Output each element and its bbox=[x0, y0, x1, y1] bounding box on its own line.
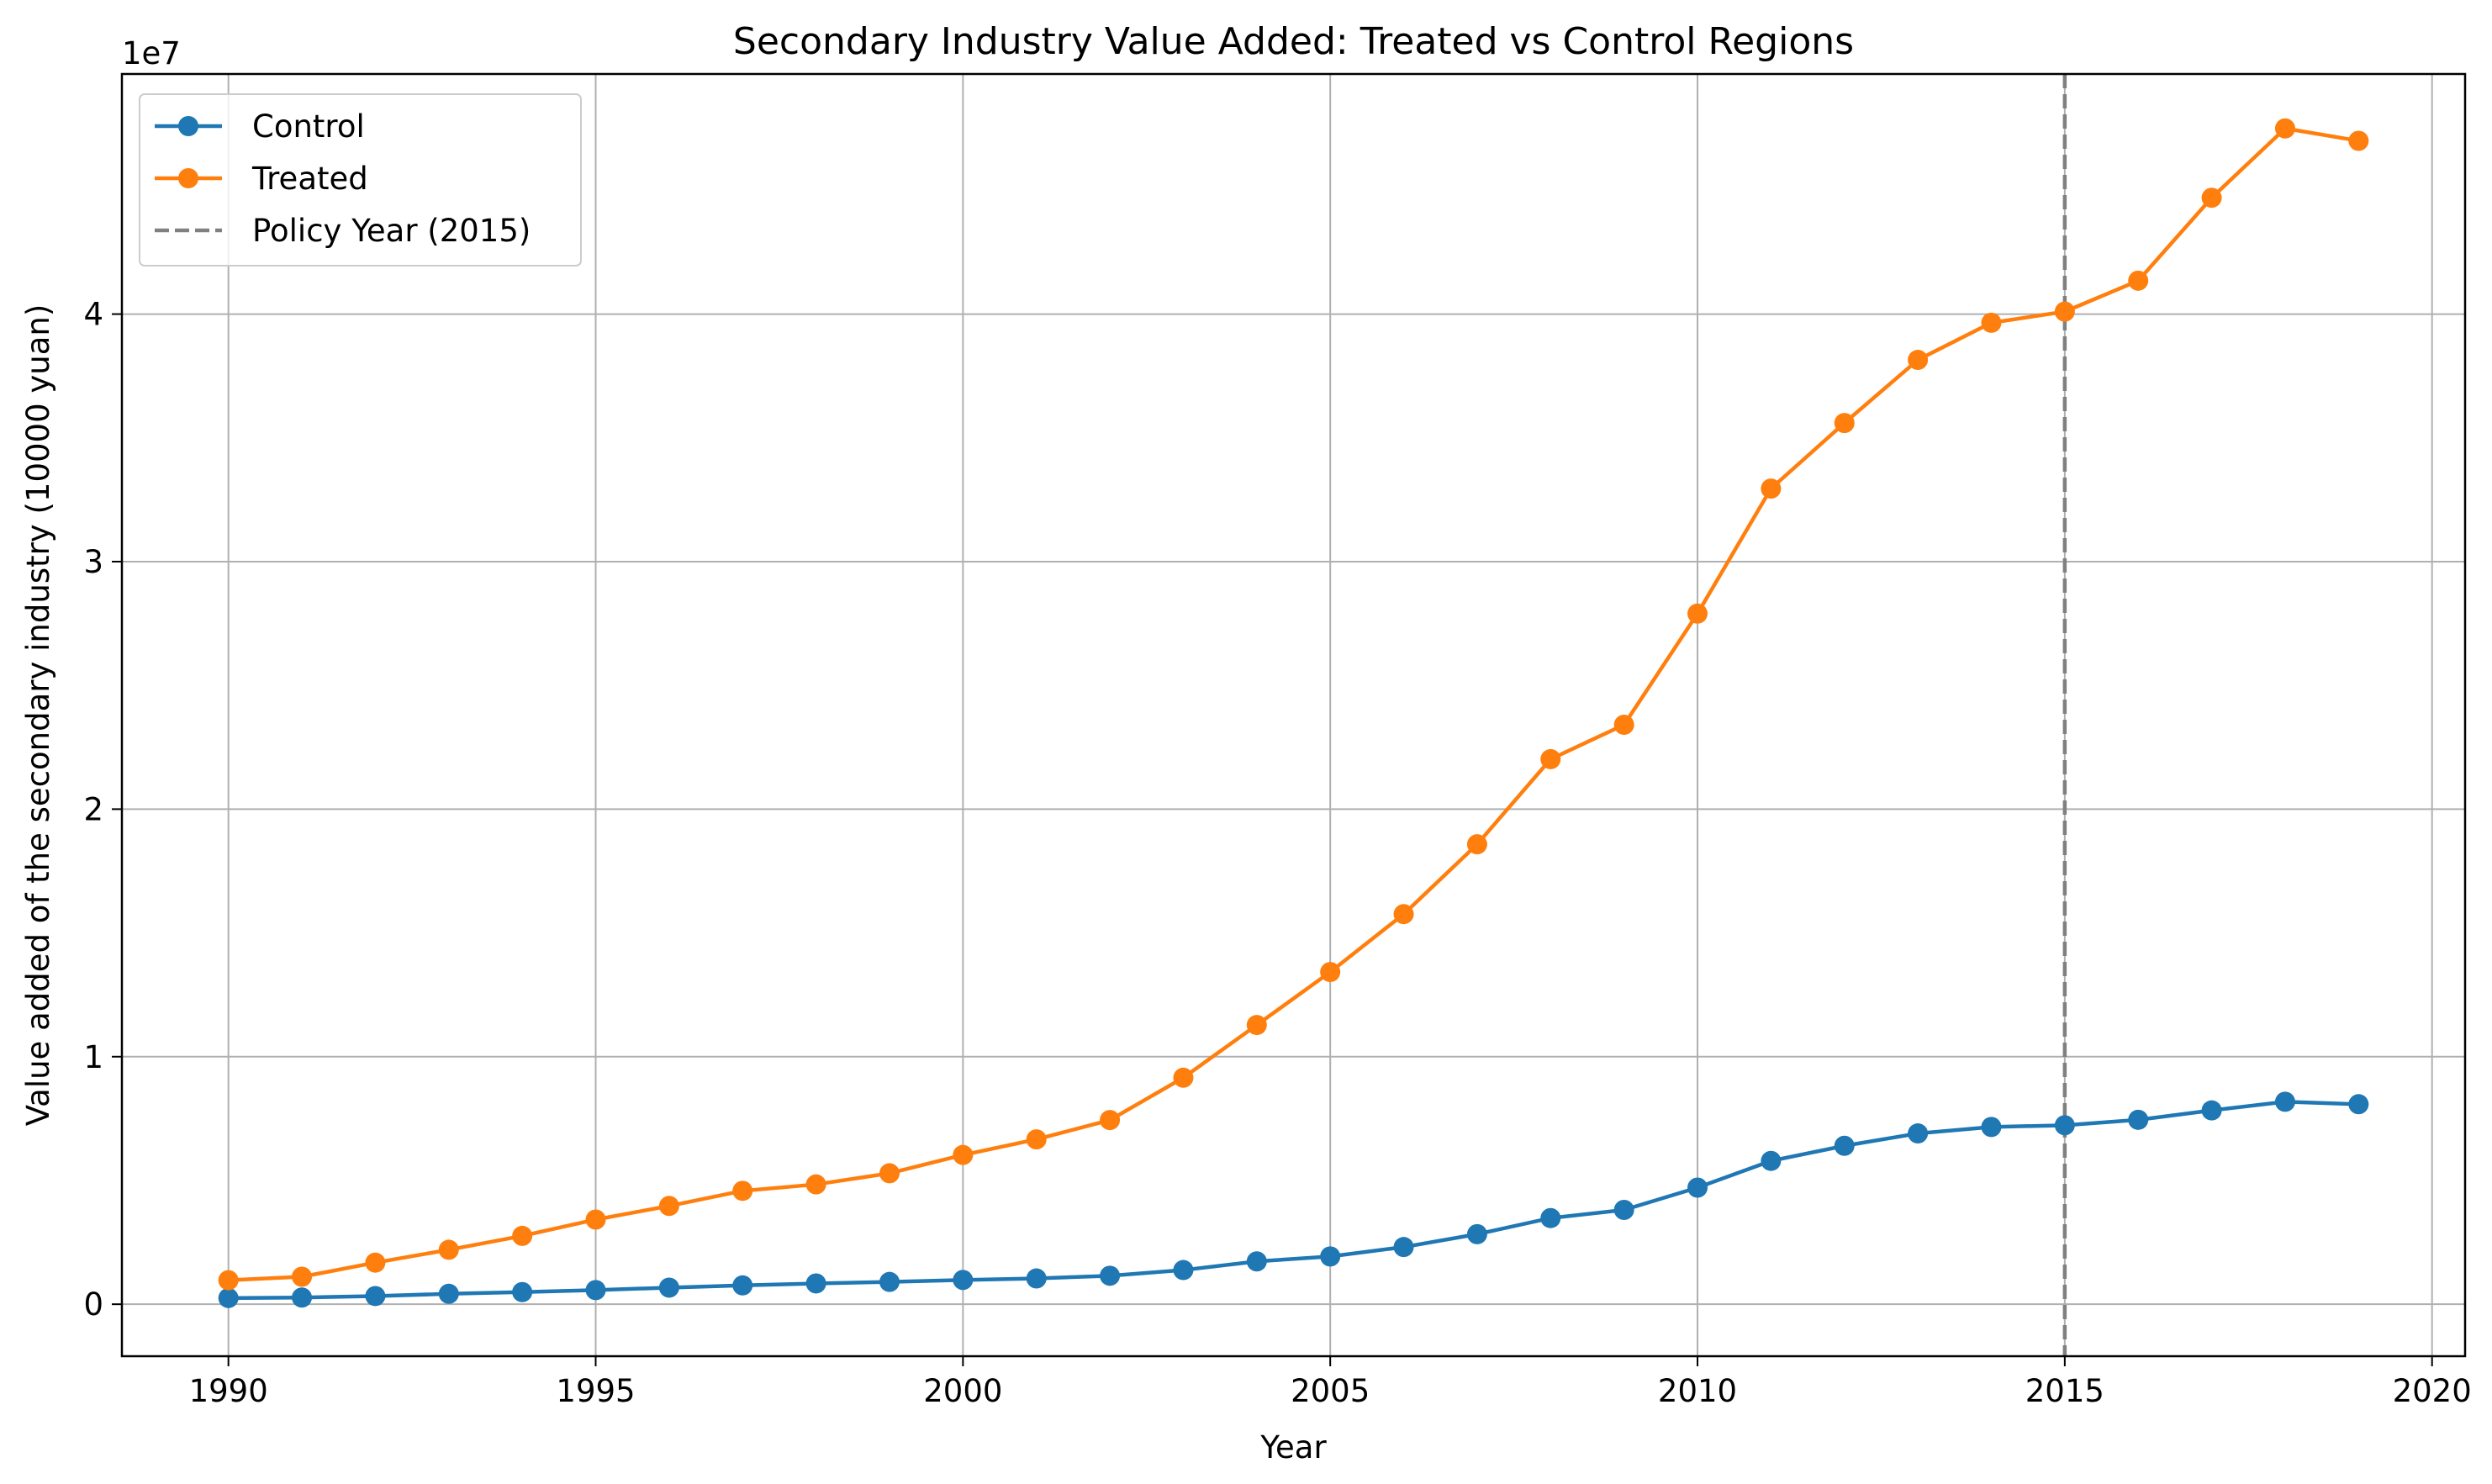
control-data-point bbox=[585, 1280, 606, 1301]
control-data-point bbox=[732, 1275, 753, 1296]
control-data-point bbox=[1393, 1237, 1414, 1258]
legend-box bbox=[139, 93, 582, 267]
control-data-point bbox=[1173, 1260, 1194, 1281]
y-tick-label: 2 bbox=[83, 791, 103, 827]
treated-data-point bbox=[1834, 413, 1855, 434]
control-data-point bbox=[292, 1287, 313, 1308]
chart-title: Secondary Industry Value Added: Treated … bbox=[733, 20, 1854, 63]
control-data-point bbox=[805, 1273, 826, 1294]
control-data-point bbox=[2201, 1100, 2222, 1121]
treated-data-point bbox=[1540, 748, 1561, 769]
control-data-point bbox=[1613, 1200, 1634, 1221]
treated-data-point bbox=[218, 1270, 239, 1291]
control-data-point bbox=[1246, 1251, 1267, 1272]
treated-data-point bbox=[2128, 270, 2149, 291]
y-axis-offset-text: 1e7 bbox=[122, 35, 181, 71]
series-layer bbox=[218, 118, 2369, 1308]
treated-data-point bbox=[2274, 118, 2295, 139]
treated-data-point bbox=[2054, 301, 2075, 322]
x-axis-label: Year bbox=[1259, 1429, 1327, 1466]
control-data-point bbox=[1320, 1246, 1341, 1267]
treated-data-point bbox=[1908, 350, 1929, 371]
control-data-point bbox=[365, 1286, 386, 1307]
treated-data-point bbox=[292, 1266, 313, 1287]
x-tick-label: 2000 bbox=[923, 1373, 1002, 1409]
treated-data-point bbox=[1761, 478, 1782, 499]
control-data-point bbox=[1687, 1177, 1708, 1198]
treated-data-point bbox=[438, 1239, 459, 1260]
control-data-point bbox=[879, 1271, 900, 1292]
treated-data-point bbox=[805, 1174, 826, 1195]
control-data-point bbox=[512, 1281, 533, 1302]
x-tick-label: 1990 bbox=[189, 1373, 268, 1409]
x-tick-label: 2015 bbox=[2025, 1373, 2104, 1409]
treated-data-point bbox=[2348, 130, 2369, 151]
control-data-point bbox=[438, 1283, 459, 1304]
control-data-point bbox=[953, 1270, 974, 1291]
treated-data-point bbox=[1981, 312, 2002, 333]
y-tick-label: 0 bbox=[83, 1286, 103, 1323]
treated-data-point bbox=[585, 1209, 606, 1230]
y-tick-label: 1 bbox=[83, 1039, 103, 1075]
control-data-point bbox=[1100, 1265, 1121, 1286]
x-tick-label: 1995 bbox=[556, 1373, 635, 1409]
treated-data-point bbox=[953, 1144, 974, 1165]
control-data-point bbox=[2348, 1094, 2369, 1115]
treated-data-point bbox=[2201, 187, 2222, 209]
control-data-point bbox=[658, 1277, 679, 1298]
control-data-point bbox=[1908, 1123, 1929, 1144]
legend-label-policy-year-2015: Policy Year (2015) bbox=[252, 213, 531, 249]
control-data-point bbox=[1761, 1150, 1782, 1171]
treated-data-point bbox=[1687, 603, 1708, 624]
legend-label-treated: Treated bbox=[251, 161, 368, 197]
y-tick-label: 4 bbox=[83, 297, 103, 333]
treated-data-point bbox=[1173, 1067, 1194, 1088]
treated-data-point bbox=[658, 1196, 679, 1217]
treated-data-point bbox=[732, 1180, 753, 1201]
control-data-point bbox=[2054, 1115, 2075, 1136]
treated-data-point bbox=[512, 1225, 533, 1246]
control-data-point bbox=[218, 1287, 239, 1308]
ticks: 1990 1995 2000 2005 2010 2015 2020 0 1 2 3 4 bbox=[83, 297, 2471, 1409]
control-data-point bbox=[1834, 1135, 1855, 1156]
control-series-line bbox=[228, 1100, 2359, 1301]
treated-data-point bbox=[365, 1252, 386, 1273]
control-data-point bbox=[1981, 1117, 2002, 1138]
treated-series-line bbox=[228, 126, 2359, 1282]
treated-data-point bbox=[1393, 904, 1414, 925]
legend-label-control: Control bbox=[252, 108, 365, 145]
x-tick-label: 2020 bbox=[2393, 1373, 2472, 1409]
control-data-point bbox=[1540, 1207, 1561, 1228]
plot-frame bbox=[120, 72, 2467, 1358]
control-data-point bbox=[1026, 1268, 1047, 1289]
legend-marker-treated bbox=[178, 168, 198, 188]
treated-data-point bbox=[1466, 834, 1487, 855]
treated-data-point bbox=[879, 1163, 900, 1184]
y-tick-label: 3 bbox=[83, 544, 103, 580]
treated-data-point bbox=[1026, 1129, 1047, 1150]
grid bbox=[122, 74, 2465, 1356]
legend-marker-control bbox=[178, 116, 198, 136]
treated-data-point bbox=[1100, 1110, 1121, 1131]
control-data-point bbox=[2128, 1109, 2149, 1130]
x-tick-label: 2010 bbox=[1658, 1373, 1737, 1409]
x-tick-label: 2005 bbox=[1291, 1373, 1370, 1409]
control-data-point bbox=[1466, 1223, 1487, 1244]
treated-data-point bbox=[1320, 962, 1341, 983]
treated-data-point bbox=[1246, 1015, 1267, 1036]
legend: Control Treated Policy Year (2015) bbox=[139, 93, 582, 267]
y-axis-label: Value added of the secondary industry (1… bbox=[20, 304, 56, 1127]
legend-items: Control Treated Policy Year (2015) bbox=[155, 108, 531, 249]
treated-data-point bbox=[1613, 714, 1634, 735]
control-data-point bbox=[2274, 1091, 2295, 1112]
